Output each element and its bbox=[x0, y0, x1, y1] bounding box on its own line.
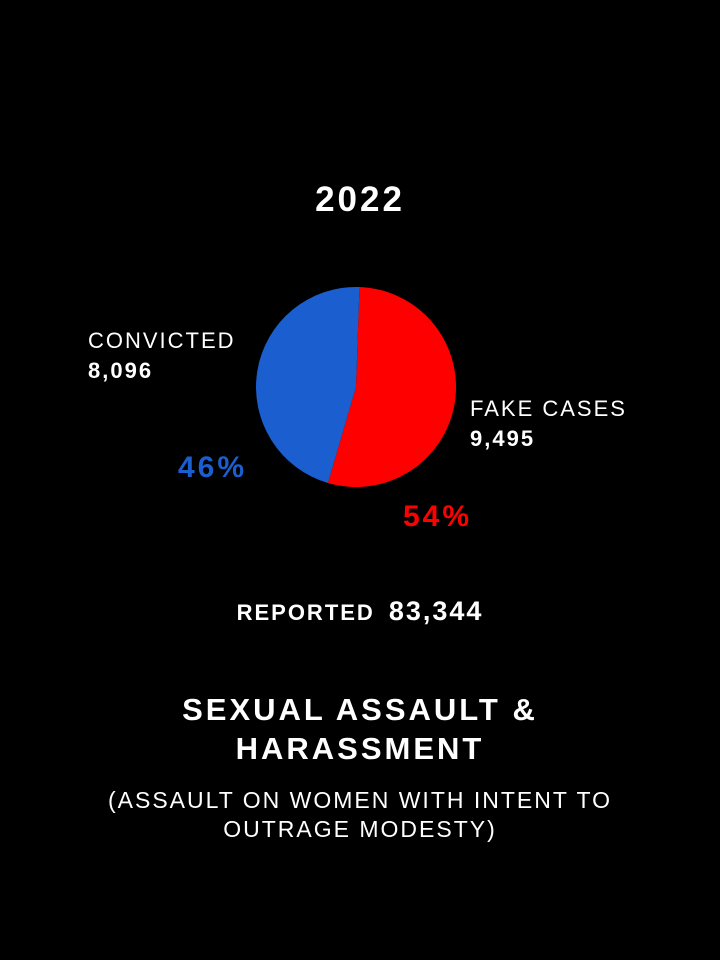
pie-slice-convicted bbox=[256, 286, 360, 483]
fake-cases-label-text: FAKE CASES bbox=[470, 396, 627, 421]
fake-cases-value: 9,495 bbox=[470, 426, 536, 451]
reported-total: REPORTED 83,344 bbox=[0, 596, 720, 627]
reported-label: REPORTED bbox=[236, 600, 375, 625]
fake-cases-percent: 54% bbox=[403, 500, 473, 533]
section-title: SEXUAL ASSAULT & HARASSMENT bbox=[182, 692, 538, 766]
convicted-value: 8,096 bbox=[88, 358, 154, 383]
convicted-percent: 46% bbox=[178, 451, 248, 484]
chart-title-year: 2022 bbox=[315, 180, 405, 219]
reported-value: 83,344 bbox=[388, 596, 484, 626]
convicted-label-text: CONVICTED bbox=[88, 328, 236, 353]
pie-chart bbox=[256, 286, 456, 487]
section-subtitle: (ASSAULT ON WOMEN WITH INTENT TO OUTRAGE… bbox=[107, 787, 612, 842]
pie-slice-fake-cases bbox=[327, 287, 456, 487]
fake-cases-label: FAKE CASES 9,495 bbox=[470, 394, 627, 454]
convicted-label: CONVICTED 8,096 bbox=[88, 326, 236, 386]
